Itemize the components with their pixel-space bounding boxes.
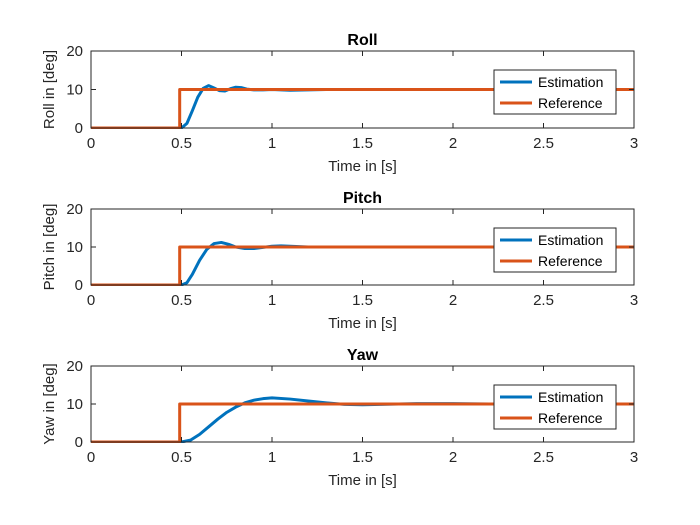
y-axis-label: Pitch in [deg]: [41, 204, 58, 291]
x-tick-label: 1: [268, 292, 276, 309]
legend-label-reference: Reference: [538, 95, 603, 111]
chart-title: Pitch: [343, 190, 382, 207]
x-tick-label: 0.5: [171, 449, 192, 466]
y-axis-label: Roll in [deg]: [41, 50, 58, 129]
x-tick-label: 2.5: [533, 449, 554, 466]
legend-label-reference: Reference: [538, 410, 603, 426]
x-tick-label: 3: [630, 292, 638, 309]
legend-label-estimation: Estimation: [538, 74, 603, 90]
legend-box: [493, 69, 617, 115]
x-axis-label: Time in [s]: [328, 315, 397, 332]
legend: Estimation Reference: [493, 69, 617, 115]
x-tick-label: 0.5: [171, 292, 192, 309]
legend: Estimation Reference: [493, 227, 617, 273]
x-tick-label: 2.5: [533, 292, 554, 309]
chart-panel-yaw: 0 0.5 1 1.5 2 2.5 3 0 10 20 Yaw Time in [s] Yaw in […: [41, 347, 638, 489]
x-tick-label: 2: [449, 292, 457, 309]
y-axis-label: Yaw in [deg]: [41, 363, 58, 444]
x-tick-label: 2: [449, 135, 457, 152]
legend-label-reference: Reference: [538, 253, 603, 269]
y-tick-label: 10: [66, 82, 83, 99]
legend-box: [493, 384, 617, 430]
x-tick-label: 1.5: [352, 135, 373, 152]
y-tick-label: 20: [66, 201, 83, 218]
x-tick-label: 1: [268, 449, 276, 466]
chart-panel-pitch: 0 0.5 1 1.5 2 2.5 3 0 10 20 Pitch Time in [s] Pitch …: [41, 190, 638, 332]
x-tick-label: 1.5: [352, 449, 373, 466]
legend-label-estimation: Estimation: [538, 389, 603, 405]
y-tick-label: 20: [66, 43, 83, 60]
y-tick-label: 0: [75, 277, 83, 294]
x-tick-label: 2: [449, 449, 457, 466]
x-axis-label: Time in [s]: [328, 158, 397, 175]
x-tick-label: 0: [87, 449, 95, 466]
y-tick-label: 10: [66, 239, 83, 256]
legend: Estimation Reference: [493, 384, 617, 430]
x-tick-label: 2.5: [533, 135, 554, 152]
x-axis-label: Time in [s]: [328, 472, 397, 489]
x-tick-label: 0.5: [171, 135, 192, 152]
y-tick-label: 0: [75, 434, 83, 451]
legend-box: [493, 227, 617, 273]
x-tick-label: 0: [87, 292, 95, 309]
x-tick-label: 0: [87, 135, 95, 152]
y-tick-label: 20: [66, 358, 83, 375]
legend-label-estimation: Estimation: [538, 232, 603, 248]
x-tick-label: 1: [268, 135, 276, 152]
chart-title: Roll: [347, 32, 377, 49]
y-tick-label: 0: [75, 120, 83, 137]
chart-title: Yaw: [347, 347, 379, 364]
x-tick-label: 3: [630, 449, 638, 466]
chart-panel-roll: 0 0.5 1 1.5 2 2.5 3 0 10 20 Roll Time in [s] Roll in…: [41, 32, 638, 175]
x-tick-label: 3: [630, 135, 638, 152]
x-tick-label: 1.5: [352, 292, 373, 309]
y-tick-label: 10: [66, 396, 83, 413]
